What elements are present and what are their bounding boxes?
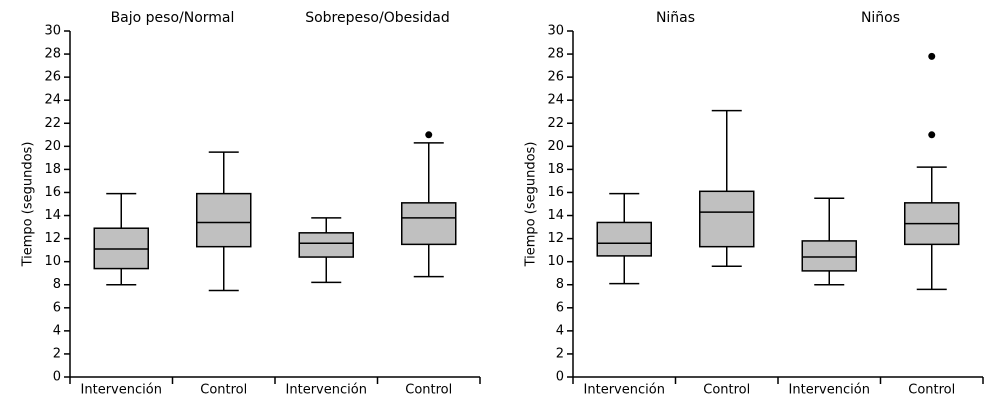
y-tick-label: 10: [547, 254, 564, 269]
box: [196, 192, 252, 248]
y-tick-label: 18: [44, 162, 61, 177]
outlier: [425, 131, 433, 139]
y-axis-label: Tiempo (segundos): [524, 142, 539, 268]
y-tick-label: 8: [53, 277, 61, 292]
group-label: Niñas: [656, 10, 695, 26]
group-label: Sobrepeso/Obesidad: [305, 10, 450, 26]
y-tick-label: 30: [44, 24, 61, 39]
y-tick-label: 0: [556, 370, 564, 385]
y-tick-label: 10: [44, 254, 61, 269]
y-tick-label: 20: [547, 139, 564, 154]
y-tick-label: 4: [556, 323, 564, 338]
group-label: Bajo peso/Normal: [111, 10, 235, 26]
y-tick-label: 12: [44, 231, 61, 246]
x-tick-label: Intervención: [81, 383, 162, 398]
y-tick-label: 22: [44, 116, 61, 131]
y-tick-label: 16: [547, 185, 564, 200]
y-tick-label: 6: [556, 300, 564, 315]
y-tick-label: 16: [44, 185, 61, 200]
y-tick-label: 12: [547, 231, 564, 246]
outlier: [928, 52, 936, 60]
x-tick-label: Intervención: [286, 383, 367, 398]
x-tick-label: Intervención: [789, 383, 870, 398]
y-tick-label: 20: [44, 139, 61, 154]
y-tick-label: 14: [44, 208, 61, 223]
x-tick-label: Control: [200, 383, 247, 398]
x-tick-label: Control: [703, 383, 750, 398]
x-tick-label: Control: [908, 383, 955, 398]
y-axis-label: Tiempo (segundos): [21, 142, 36, 268]
y-tick-label: 26: [547, 70, 564, 85]
outlier: [928, 131, 936, 139]
y-tick-label: 18: [547, 162, 564, 177]
y-tick-label: 14: [547, 208, 564, 223]
y-tick-label: 2: [53, 346, 61, 361]
y-tick-label: 28: [44, 47, 61, 62]
y-tick-label: 4: [53, 323, 61, 338]
x-tick-label: Control: [405, 383, 452, 398]
y-tick-label: 0: [53, 370, 61, 385]
box: [699, 190, 755, 248]
y-tick-label: 8: [556, 277, 564, 292]
box: [801, 240, 857, 272]
box: [401, 202, 457, 246]
y-tick-label: 26: [44, 70, 61, 85]
y-tick-label: 28: [547, 47, 564, 62]
y-tick-label: 24: [44, 93, 61, 108]
box: [298, 232, 354, 258]
y-tick-label: 6: [53, 300, 61, 315]
box: [596, 221, 652, 257]
y-tick-label: 22: [547, 116, 564, 131]
group-label: Niños: [861, 10, 900, 26]
y-tick-label: 30: [547, 24, 564, 39]
x-tick-label: Intervención: [584, 383, 665, 398]
y-tick-label: 2: [556, 346, 564, 361]
y-tick-label: 24: [547, 93, 564, 108]
